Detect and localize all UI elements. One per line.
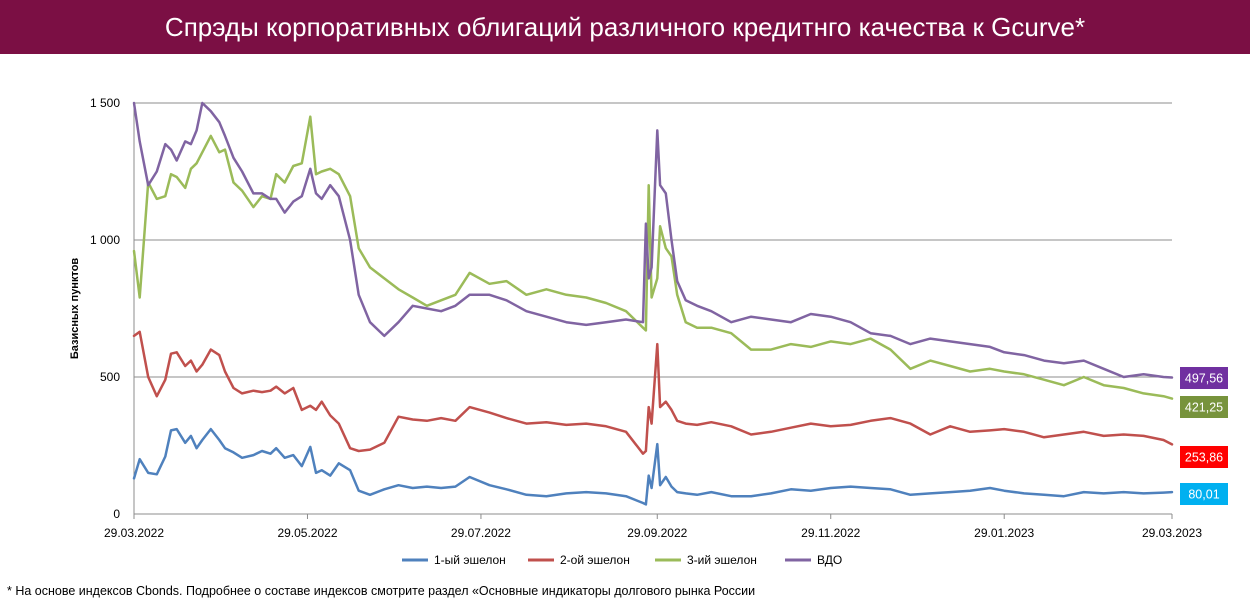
chart-title: Спрэды корпоративных облигаций различног… — [164, 11, 1086, 42]
y-axis-label: Базисных пунктов — [69, 258, 81, 360]
x-tick-label: 29.09.2022 — [627, 526, 687, 540]
series-line-3 — [132, 115, 1174, 400]
spread-chart: 0 500 1 000 1 500 29.03.2022 29.05.2022 29.07.… — [69, 96, 1228, 567]
footnote: * На основе индексов Cbonds. Подробнее о… — [7, 584, 756, 598]
legend-label: 1-ый эшелон — [434, 553, 506, 567]
x-tick-label: 29.07.2022 — [451, 526, 511, 540]
series-line-2 — [132, 330, 1174, 455]
series-line-4 — [132, 101, 1174, 379]
x-tick-label: 29.01.2023 — [974, 526, 1034, 540]
series-line-1 — [132, 427, 1174, 506]
chart-area: 0 500 1 000 1 500 29.03.2022 29.05.2022 29.07.… — [0, 54, 1250, 574]
end-value-label: 421,25 — [1185, 401, 1223, 415]
x-tick-label: 29.03.2023 — [1142, 526, 1202, 540]
legend-label: 2-ой эшелон — [560, 553, 630, 567]
end-value-badge — [1180, 446, 1228, 468]
x-tick-label: 29.11.2022 — [801, 526, 860, 540]
end-value-badge — [1180, 483, 1228, 505]
end-value-label: 253,86 — [1185, 451, 1223, 465]
title-banner: Спрэды корпоративных облигаций различног… — [0, 0, 1250, 54]
legend-label: 3-ий эшелон — [687, 553, 757, 567]
end-value-label: 497,56 — [1185, 372, 1223, 386]
y-tick-label: 1 500 — [90, 96, 120, 110]
end-value-badge — [1180, 367, 1228, 389]
y-tick-label: 0 — [113, 507, 120, 521]
legend-label: ВДО — [817, 553, 842, 567]
x-tick-label: 29.05.2022 — [277, 526, 337, 540]
y-tick-label: 1 000 — [90, 233, 120, 247]
end-value-label: 80,01 — [1188, 488, 1219, 502]
x-tick-label: 29.03.2022 — [104, 526, 164, 540]
end-value-badge — [1180, 396, 1228, 418]
y-tick-label: 500 — [100, 370, 120, 384]
